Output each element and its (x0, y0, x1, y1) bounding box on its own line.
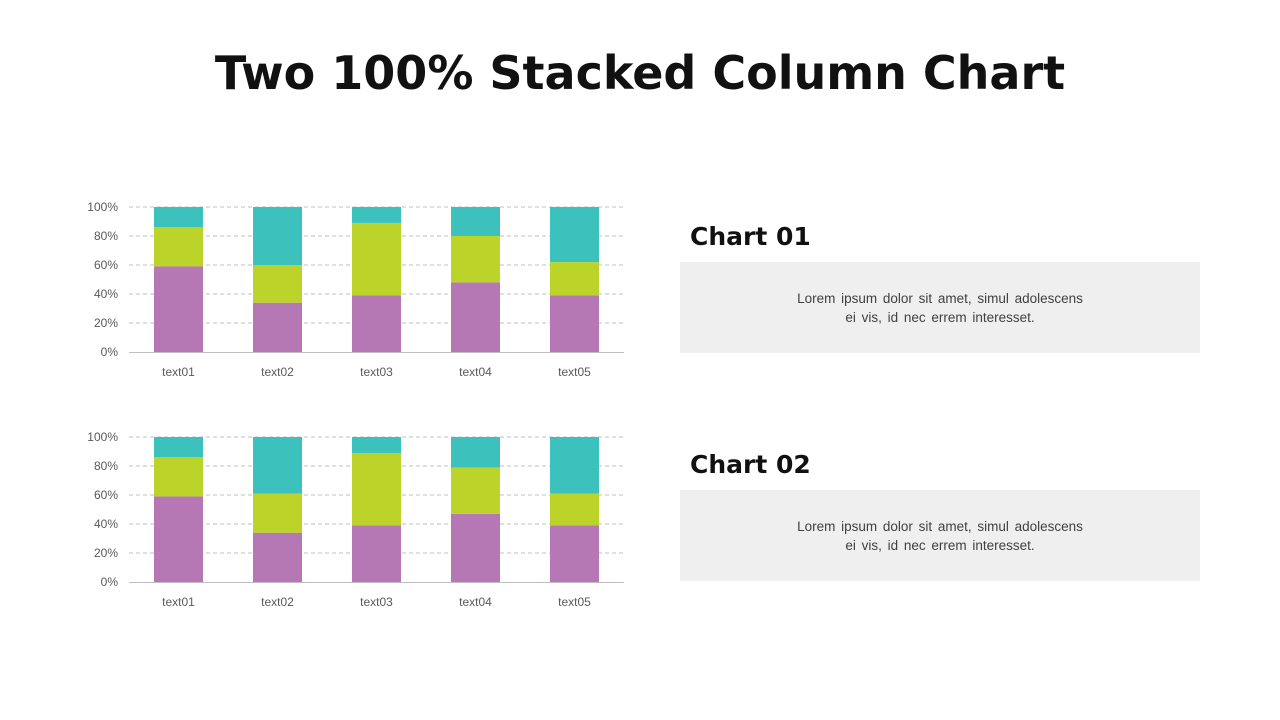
bar-middle-segment (550, 493, 599, 526)
x-tick-label: text04 (459, 595, 492, 609)
bar-middle-segment (154, 227, 203, 267)
bar-top-segment (154, 207, 203, 228)
x-tick-label: text02 (261, 595, 294, 609)
bar-top-segment (352, 207, 401, 223)
chart-01-description-box: Lorem ipsum dolor sit amet, simul adoles… (680, 262, 1200, 353)
bar-bottom-segment (451, 282, 500, 352)
y-tick-label: 60% (94, 488, 118, 502)
bar-top-segment (352, 437, 401, 453)
y-tick-label: 60% (94, 258, 118, 272)
y-tick-label: 0% (101, 575, 119, 589)
y-tick-label: 20% (94, 546, 118, 560)
bar-middle-segment (451, 467, 500, 514)
chart-02-description: Lorem ipsum dolor sit amet, simul adoles… (797, 518, 1083, 553)
x-tick-label: text01 (162, 595, 195, 609)
bar-bottom-segment (550, 525, 599, 582)
bar-bottom-segment (154, 496, 203, 582)
bar-bottom-segment (253, 532, 302, 582)
bar-top-segment (550, 437, 599, 494)
bar-bottom-segment (451, 513, 500, 582)
bar-middle-segment (352, 222, 401, 296)
y-tick-label: 80% (94, 459, 118, 473)
y-tick-label: 20% (94, 316, 118, 330)
chart-02-description-box: Lorem ipsum dolor sit amet, simul adoles… (680, 490, 1200, 581)
bar-top-segment (253, 437, 302, 494)
y-tick-label: 40% (94, 517, 118, 531)
bar-top-segment (253, 207, 302, 265)
bar-top-segment (154, 437, 203, 458)
y-tick-label: 100% (87, 430, 118, 444)
stacked-column-chart-1: 0% 20% 40% 60% 80% 100% text01 text02 text03 text… (87, 200, 624, 379)
bar-bottom-segment (253, 302, 302, 352)
x-tick-label: text05 (558, 365, 591, 379)
x-tick-label: text03 (360, 595, 393, 609)
bar-bottom-segment (352, 525, 401, 582)
y-tick-label: 80% (94, 229, 118, 243)
x-tick-label: text05 (558, 595, 591, 609)
bar-top-segment (451, 207, 500, 236)
bar-top-segment (550, 207, 599, 263)
bar-middle-segment (550, 262, 599, 296)
bar-middle-segment (352, 452, 401, 526)
x-tick-label: text02 (261, 365, 294, 379)
chart-02-heading: Chart 02 (690, 450, 811, 479)
chart-01-heading: Chart 01 (690, 222, 811, 251)
x-tick-label: text03 (360, 365, 393, 379)
bar-middle-segment (253, 265, 302, 303)
bar-bottom-segment (550, 295, 599, 352)
y-tick-label: 40% (94, 287, 118, 301)
bar-bottom-segment (352, 295, 401, 352)
x-tick-label: text01 (162, 365, 195, 379)
stacked-column-chart-2: 0% 20% 40% 60% 80% 100% text01 text02 text03 text… (87, 430, 624, 609)
bar-middle-segment (451, 236, 500, 283)
bar-middle-segment (154, 457, 203, 497)
y-tick-label: 0% (101, 345, 119, 359)
page-title: Two 100% Stacked Column Chart (214, 46, 1066, 100)
bar-middle-segment (253, 493, 302, 533)
bar-bottom-segment (154, 266, 203, 352)
bar-top-segment (451, 437, 500, 468)
x-tick-label: text04 (459, 365, 492, 379)
chart-01-description: Lorem ipsum dolor sit amet, simul adoles… (797, 290, 1083, 325)
y-tick-label: 100% (87, 200, 118, 214)
